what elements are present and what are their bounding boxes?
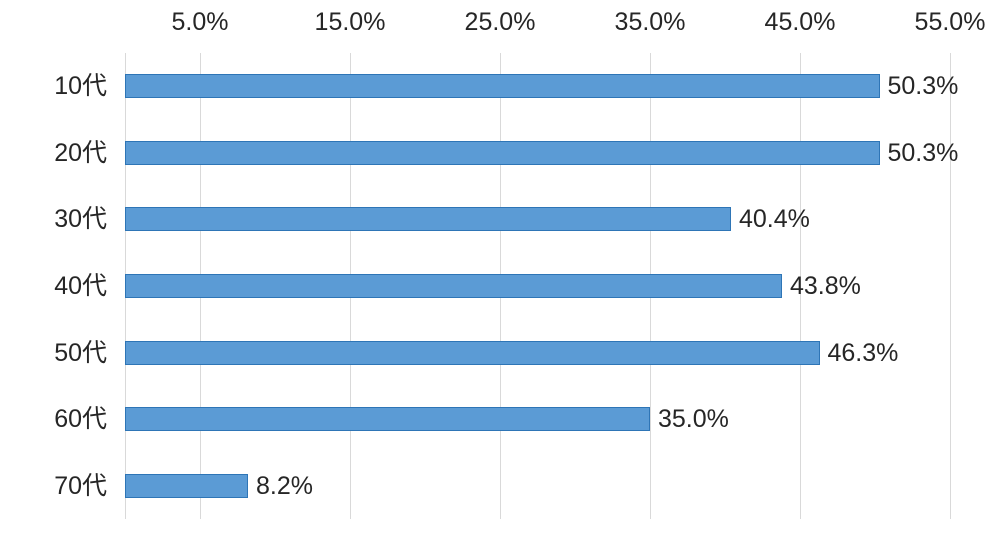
bar — [125, 407, 650, 432]
x-axis-tick-label: 25.0% — [464, 8, 536, 36]
gridline — [800, 53, 801, 519]
bar — [125, 207, 731, 232]
category-label: 40代 — [54, 272, 107, 300]
bar-value-label: 35.0% — [658, 405, 729, 434]
x-axis-tick-label: 15.0% — [314, 8, 386, 36]
category-label: 60代 — [54, 405, 107, 434]
category-label: 10代 — [54, 72, 107, 101]
bar-value-label: 50.3% — [887, 138, 959, 167]
category-label: 50代 — [54, 338, 107, 367]
category-label: 20代 — [54, 138, 107, 167]
bar — [125, 274, 782, 298]
category-label: 70代 — [54, 471, 107, 500]
bar-value-label: 43.8% — [790, 272, 861, 300]
bar — [125, 473, 248, 498]
x-axis-tick-label: 5.0% — [171, 8, 229, 36]
bar — [125, 74, 880, 99]
bar — [125, 340, 820, 365]
bar — [125, 140, 880, 165]
x-axis-tick-label: 55.0% — [914, 8, 986, 36]
x-axis-tick-label: 45.0% — [764, 8, 836, 36]
category-label: 30代 — [54, 205, 107, 234]
bar-value-label: 50.3% — [887, 72, 959, 101]
bar-value-label: 46.3% — [827, 338, 899, 367]
bar-value-label: 8.2% — [256, 471, 313, 500]
bar-value-label: 40.4% — [739, 205, 810, 234]
gridline — [950, 53, 951, 519]
x-axis-tick-label: 35.0% — [614, 8, 686, 36]
